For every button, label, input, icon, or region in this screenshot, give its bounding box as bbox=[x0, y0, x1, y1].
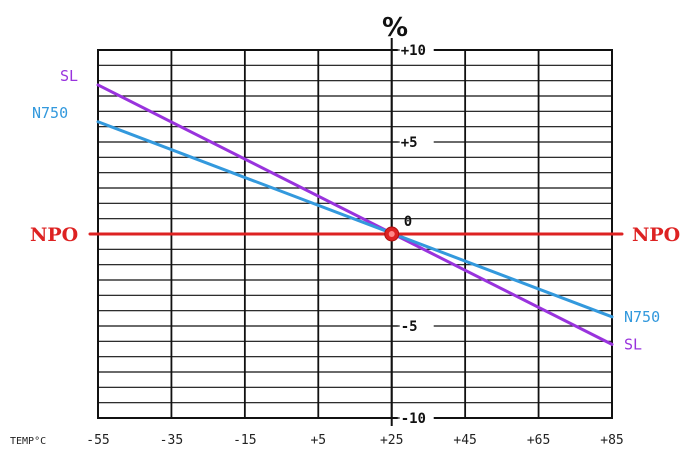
y-tick-label-bg bbox=[397, 408, 434, 428]
series-label-npo-left: NPO bbox=[30, 224, 78, 246]
x-tick-label: +85 bbox=[600, 433, 623, 448]
y-tick-label-bg bbox=[397, 132, 434, 152]
x-tick-label: +25 bbox=[380, 433, 403, 448]
series-label-sl-left: SL bbox=[60, 67, 78, 85]
y-tick-labels: +10 +5 0 -5 -10 bbox=[391, 40, 434, 428]
series-label-sl-right: SL bbox=[624, 335, 642, 353]
series-labels: SL SL N750 N750 NPO NPO bbox=[30, 67, 680, 353]
origin-marker-inner bbox=[388, 231, 395, 237]
y-tick-label: -5 bbox=[401, 319, 418, 335]
x-tick-label: +5 bbox=[310, 433, 326, 448]
y-tick-label: +10 bbox=[401, 43, 426, 59]
x-tick-label: -55 bbox=[86, 433, 109, 448]
series-label-npo-right: NPO bbox=[632, 224, 680, 246]
chart-grid bbox=[97, 38, 613, 426]
x-axis-label: TEMP°C bbox=[10, 436, 46, 447]
x-tick-label: -35 bbox=[160, 433, 183, 448]
y-unit-label: % bbox=[382, 13, 408, 43]
x-tick-label: +65 bbox=[527, 433, 550, 448]
series-label-n750-right: N750 bbox=[624, 308, 660, 326]
series-line-sl bbox=[96, 83, 614, 346]
y-tick-label: -10 bbox=[401, 411, 426, 427]
x-tick-label: -15 bbox=[233, 433, 256, 448]
x-tick-label: +45 bbox=[453, 433, 476, 448]
chart-series bbox=[88, 83, 624, 346]
y-tick-label-bg bbox=[397, 316, 434, 336]
series-label-n750-left: N750 bbox=[32, 104, 68, 122]
y-tick-label: 0 bbox=[404, 214, 412, 230]
x-tick-labels: -55 -35 -15 +5 +25 +45 +65 +85 bbox=[86, 433, 623, 448]
y-tick-label: +5 bbox=[401, 135, 418, 151]
y-tick-label-bg bbox=[397, 40, 434, 60]
series-line-n750 bbox=[96, 120, 614, 319]
